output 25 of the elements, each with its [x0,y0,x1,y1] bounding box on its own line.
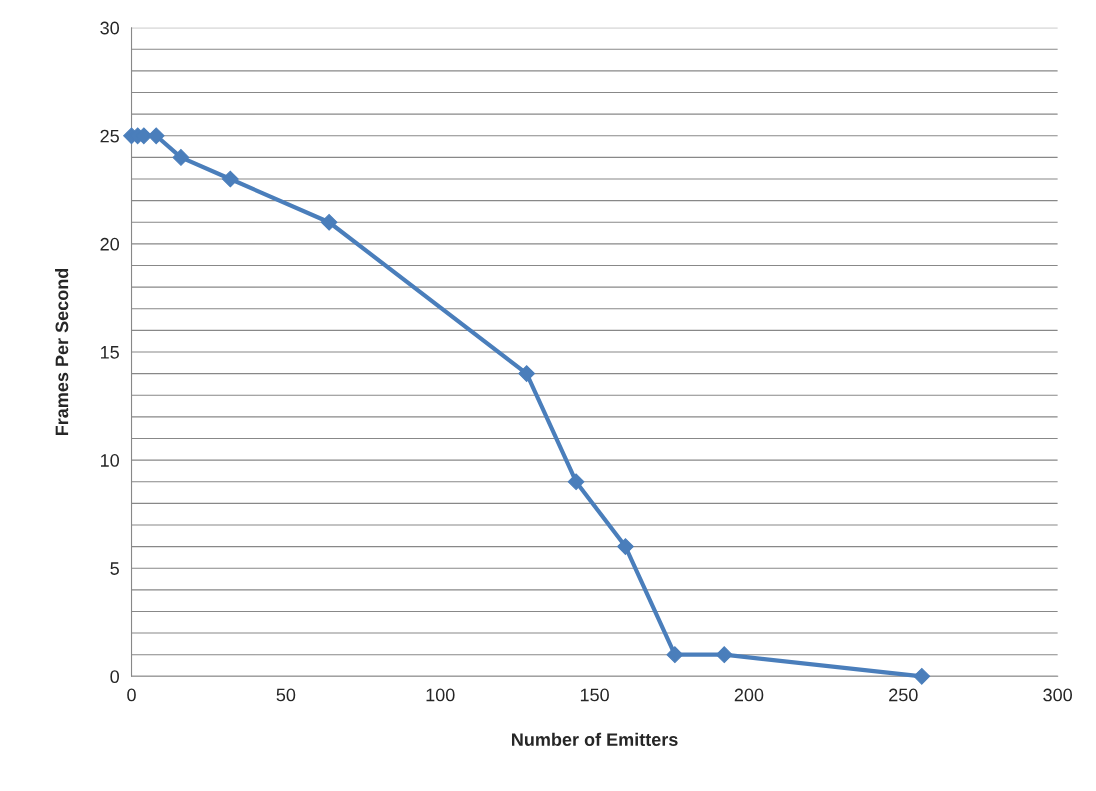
point [172,149,190,166]
x-tick-label: 100 [426,688,455,702]
x-tick-label: 300 [1043,688,1072,702]
y-tick-label: 10 [101,454,120,467]
y-tick-label: 25 [100,129,119,143]
point [666,646,684,664]
point [567,473,585,491]
point [518,365,536,382]
x-tick-label: 250 [889,688,918,702]
y-tick-label: 20 [100,237,120,251]
y-tick-label: 30 [100,21,120,35]
point [221,170,239,188]
y-tick-label: 0 [110,670,120,684]
x-axis-title: Number of Emitters [512,732,678,746]
x-tick-label: 50 [276,688,296,702]
x-tick-label: 0 [127,688,136,702]
point [913,667,931,685]
y-axis-title: Frames Per Second [55,268,69,436]
point [617,538,634,555]
point [715,646,733,664]
point [320,213,338,231]
x-tick-label: 200 [734,688,764,702]
x-tick-label: 150 [580,688,609,702]
y-tick-label: 15 [101,346,119,359]
y-tick-label: 5 [110,562,119,575]
